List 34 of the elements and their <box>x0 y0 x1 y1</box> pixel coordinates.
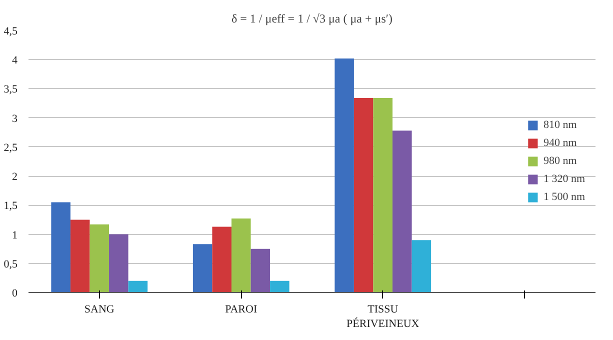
y-tick-label: 2 <box>12 171 18 184</box>
bar <box>128 280 148 292</box>
y-tick-label: 1 <box>12 229 18 242</box>
bar <box>212 226 232 292</box>
x-tick-label: PAROI <box>225 304 258 316</box>
bar <box>231 218 251 292</box>
y-tick-label: 3 <box>12 112 18 125</box>
y-tick-label: 0,5 <box>4 258 18 270</box>
legend-label: 1 320 nm <box>543 173 585 185</box>
bar <box>392 130 412 292</box>
bar <box>270 280 290 292</box>
y-tick-label: 4,5 <box>4 26 18 38</box>
bar <box>51 202 70 292</box>
y-tick-label: 3,5 <box>4 84 18 96</box>
y-tick-label: 2,5 <box>4 142 18 154</box>
bar <box>90 224 110 292</box>
bar <box>373 98 393 292</box>
y-tick-label: 0 <box>12 288 18 300</box>
chart-title: δ = 1 / μeff = 1 / √3 μa ( μa + μs′) <box>232 12 393 26</box>
bar <box>109 234 128 292</box>
bar <box>412 240 432 292</box>
y-tick-label: 1,5 <box>4 200 18 212</box>
legend-label: 1 500 nm <box>543 191 585 203</box>
bar <box>70 220 90 292</box>
bar <box>334 58 354 292</box>
x-tick-label: SANG <box>84 304 114 316</box>
legend-label: 940 nm <box>543 137 577 149</box>
bar <box>354 98 374 292</box>
bar <box>250 248 270 292</box>
bar <box>192 244 212 292</box>
legend-label: 810 nm <box>543 119 577 131</box>
x-tick-label: TISSU PÉRIVEINEUX <box>346 304 420 330</box>
legend-label: 980 nm <box>543 155 577 167</box>
y-tick-label: 4 <box>12 54 18 67</box>
